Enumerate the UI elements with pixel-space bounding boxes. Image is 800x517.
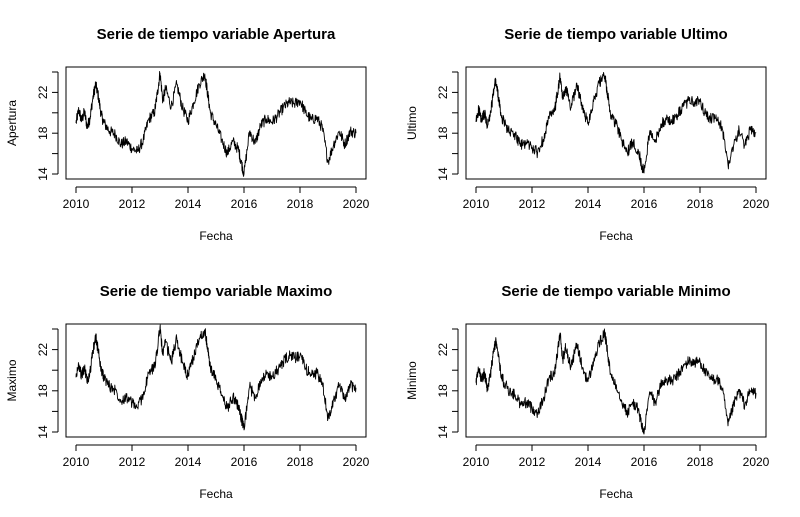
x-tick-label: 2016	[231, 197, 258, 211]
chart-title: Serie de tiempo variable Ultimo	[504, 26, 727, 43]
chart-panel: Serie de tiempo variable Ultimo 2010 2012 2…	[405, 26, 770, 243]
y-tick-label: 22	[36, 85, 50, 99]
y-axis-label: Minimo	[405, 361, 419, 400]
series-line	[75, 71, 357, 177]
x-axis-label: Fecha	[199, 229, 233, 243]
plot-frame	[465, 323, 767, 438]
x-tick-label: 2018	[687, 197, 714, 211]
plot-frame	[65, 323, 367, 438]
chart-title: Serie de tiempo variable Apertura	[97, 26, 336, 43]
y-axis-label: Apertura	[5, 100, 19, 146]
x-tick-label: 2012	[519, 455, 546, 469]
y-axis-label: Maximo	[5, 359, 19, 401]
chart-panel: Serie de tiempo variable Maximo 2010 2012 2…	[5, 283, 370, 501]
x-tick-label: 2016	[231, 455, 258, 469]
x-tick-label: 2010	[463, 197, 490, 211]
chart-title: Serie de tiempo variable Minimo	[501, 283, 730, 300]
plot-frame	[465, 66, 767, 180]
y-tick-label: 18	[436, 384, 450, 398]
chart-panel: Serie de tiempo variable Minimo 2010 2012 2…	[405, 283, 770, 501]
plot-frame	[65, 66, 367, 180]
x-tick-label: 2018	[287, 197, 314, 211]
series-line	[475, 328, 757, 435]
x-tick-label: 2020	[343, 197, 370, 211]
y-tick-label: 14	[436, 167, 450, 181]
x-tick-label: 2018	[287, 455, 314, 469]
y-tick-label: 22	[36, 343, 50, 357]
x-axis-label: Fecha	[599, 229, 633, 243]
x-tick-label: 2010	[63, 197, 90, 211]
x-tick-label: 2010	[463, 455, 490, 469]
x-axis-label: Fecha	[199, 487, 233, 501]
y-tick-label: 22	[436, 343, 450, 357]
series-line	[475, 71, 757, 174]
series-line	[75, 324, 357, 431]
x-tick-label: 2010	[63, 455, 90, 469]
x-tick-label: 2020	[743, 197, 770, 211]
x-tick-label: 2018	[687, 455, 714, 469]
y-tick-label: 22	[436, 85, 450, 99]
y-tick-label: 14	[36, 425, 50, 439]
y-tick-label: 18	[436, 126, 450, 140]
x-tick-label: 2012	[119, 197, 146, 211]
x-tick-label: 2014	[175, 197, 202, 211]
y-tick-label: 18	[36, 384, 50, 398]
y-axis-label: Ultimo	[405, 106, 419, 140]
x-axis-label: Fecha	[599, 487, 633, 501]
y-tick-label: 14	[436, 425, 450, 439]
x-tick-label: 2016	[631, 455, 658, 469]
y-tick-label: 18	[36, 126, 50, 140]
x-tick-label: 2020	[343, 455, 370, 469]
x-tick-label: 2014	[175, 455, 202, 469]
x-tick-label: 2014	[575, 455, 602, 469]
chart-title: Serie de tiempo variable Maximo	[100, 283, 333, 300]
x-tick-label: 2020	[743, 455, 770, 469]
chart-panel: Serie de tiempo variable Apertura 2010 201…	[5, 26, 370, 243]
x-tick-label: 2012	[119, 455, 146, 469]
x-tick-label: 2014	[575, 197, 602, 211]
x-tick-label: 2012	[519, 197, 546, 211]
y-tick-label: 14	[36, 167, 50, 181]
x-tick-label: 2016	[631, 197, 658, 211]
